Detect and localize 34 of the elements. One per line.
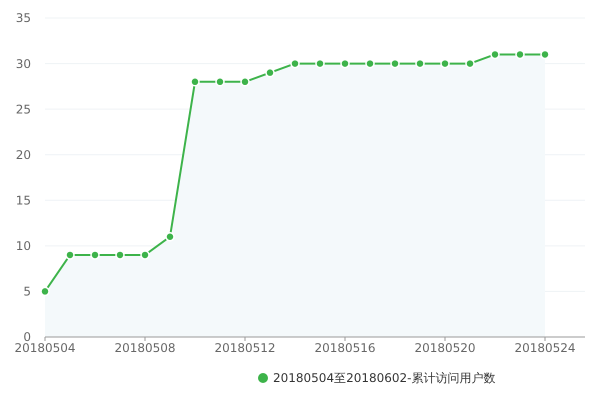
point bbox=[340, 58, 350, 68]
y-tick-label: 30 bbox=[16, 56, 31, 71]
y-tick-label: 15 bbox=[16, 193, 31, 208]
x-tick-label: 20180516 bbox=[314, 341, 376, 355]
point bbox=[390, 58, 400, 68]
point bbox=[365, 58, 375, 68]
point bbox=[315, 58, 325, 68]
point bbox=[90, 250, 100, 260]
y-tick-label: 25 bbox=[16, 102, 31, 116]
x-tick-label: 20180520 bbox=[414, 341, 476, 355]
point bbox=[465, 58, 475, 68]
y-tick-label: 20 bbox=[16, 148, 31, 162]
point bbox=[40, 286, 50, 296]
point bbox=[265, 68, 275, 78]
x-tick-label: 20180512 bbox=[214, 341, 276, 355]
point bbox=[440, 58, 450, 68]
y-tick-label: 10 bbox=[16, 239, 31, 254]
legend-label: 20180504至20180602-累计访问用户数 bbox=[273, 371, 496, 386]
point bbox=[415, 58, 425, 68]
y-tick-label: 5 bbox=[23, 284, 31, 299]
point bbox=[490, 50, 500, 60]
y-tick-label: 35 bbox=[16, 11, 31, 26]
point bbox=[540, 50, 550, 60]
point bbox=[290, 58, 300, 68]
point bbox=[115, 250, 125, 260]
point bbox=[65, 250, 75, 260]
point bbox=[215, 77, 225, 87]
point bbox=[240, 77, 250, 87]
x-tick-label: 20180508 bbox=[114, 341, 176, 355]
point bbox=[165, 232, 175, 242]
point bbox=[190, 77, 200, 87]
point bbox=[140, 250, 150, 260]
point bbox=[515, 50, 525, 60]
x-tick-label: 20180524 bbox=[514, 341, 576, 355]
